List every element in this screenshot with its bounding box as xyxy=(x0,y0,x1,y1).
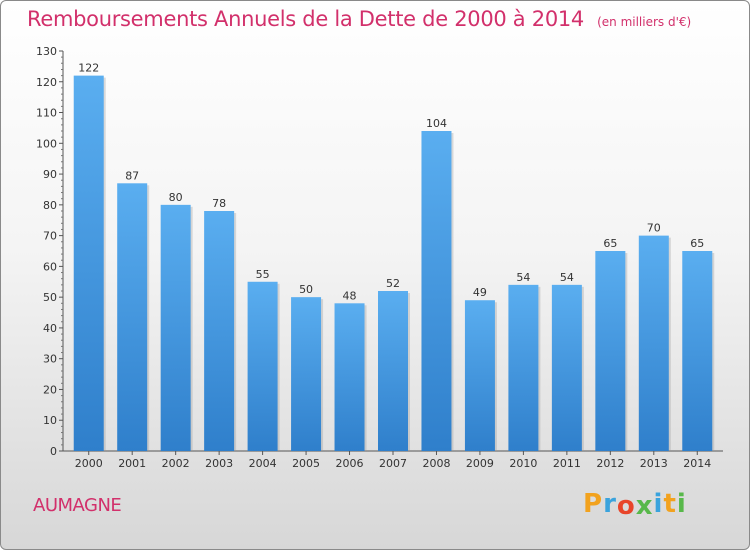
bar-2010 xyxy=(508,284,539,451)
y-tick-label: 80 xyxy=(43,199,57,212)
x-tick-label: 2000 xyxy=(75,457,103,470)
y-tick-label: 60 xyxy=(43,260,57,273)
value-label: 65 xyxy=(603,237,617,250)
x-tick-label: 2012 xyxy=(596,457,624,470)
x-tick-label: 2010 xyxy=(509,457,537,470)
bar-2000 xyxy=(73,75,104,451)
value-label: 87 xyxy=(125,169,139,182)
bar-2014 xyxy=(682,251,713,451)
bar-2007 xyxy=(378,291,408,451)
y-tick-label: 30 xyxy=(43,353,57,366)
value-label: 104 xyxy=(426,117,447,130)
value-label: 122 xyxy=(78,62,99,75)
x-tick-label: 2006 xyxy=(336,457,364,470)
y-tick-label: 100 xyxy=(36,137,57,150)
logo-letter: t xyxy=(663,489,677,519)
y-tick-label: 50 xyxy=(43,291,57,304)
value-label: 48 xyxy=(343,289,357,302)
value-label: 54 xyxy=(516,271,530,284)
y-tick-label: 10 xyxy=(43,414,57,427)
bar-2013 xyxy=(638,235,669,451)
y-tick-label: 0 xyxy=(50,445,57,458)
x-tick-label: 2009 xyxy=(466,457,494,470)
logo-letter: x xyxy=(635,491,654,521)
value-label: 54 xyxy=(560,271,574,284)
value-label: 70 xyxy=(647,222,661,235)
chart-title: Remboursements Annuels de la Dette de 20… xyxy=(27,7,691,31)
city-name: AUMAGNE xyxy=(33,495,122,516)
x-tick-label: 2002 xyxy=(162,457,190,470)
value-label: 49 xyxy=(473,286,487,299)
y-tick-label: 90 xyxy=(43,168,57,181)
chart-title-text: Remboursements Annuels de la Dette de 20… xyxy=(27,7,584,31)
y-tick-label: 130 xyxy=(36,45,57,58)
bar-2012 xyxy=(595,251,626,451)
bar-2001 xyxy=(117,183,148,452)
value-label: 80 xyxy=(169,191,183,204)
x-tick-label: 2003 xyxy=(205,457,233,470)
bar-2004 xyxy=(247,281,278,451)
x-tick-label: 2001 xyxy=(118,457,146,470)
logo-letter: i xyxy=(653,489,664,519)
value-label: 55 xyxy=(256,268,270,281)
proxiti-logo[interactable]: Proxiti xyxy=(583,489,687,521)
bar-2002 xyxy=(160,204,191,451)
x-tick-label: 2014 xyxy=(683,457,711,470)
value-label: 50 xyxy=(299,283,313,296)
logo-letter: r xyxy=(603,489,617,519)
y-tick-label: 110 xyxy=(36,107,57,120)
x-tick-label: 2005 xyxy=(292,457,320,470)
x-tick-label: 2011 xyxy=(553,457,581,470)
bar-2006 xyxy=(334,303,365,451)
y-tick-label: 40 xyxy=(43,322,57,335)
x-tick-label: 2007 xyxy=(379,457,407,470)
x-tick-label: 2013 xyxy=(640,457,668,470)
bar-2009 xyxy=(464,300,495,451)
value-label: 65 xyxy=(690,237,704,250)
value-label: 78 xyxy=(212,197,226,210)
chart-unit-text: (en milliers d'€) xyxy=(597,15,692,29)
bar-2003 xyxy=(204,211,235,451)
bar-2011 xyxy=(551,284,582,451)
logo-letter: o xyxy=(616,491,636,521)
bar-2008 xyxy=(421,131,452,451)
x-tick-label: 2004 xyxy=(249,457,277,470)
y-tick-label: 70 xyxy=(43,230,57,243)
logo-letter: P xyxy=(583,489,604,519)
x-tick-label: 2008 xyxy=(422,457,450,470)
bar-2005 xyxy=(291,297,322,451)
y-tick-label: 120 xyxy=(36,76,57,89)
y-tick-label: 20 xyxy=(43,383,57,396)
value-label: 52 xyxy=(386,277,400,290)
logo-letter: i xyxy=(676,489,687,519)
